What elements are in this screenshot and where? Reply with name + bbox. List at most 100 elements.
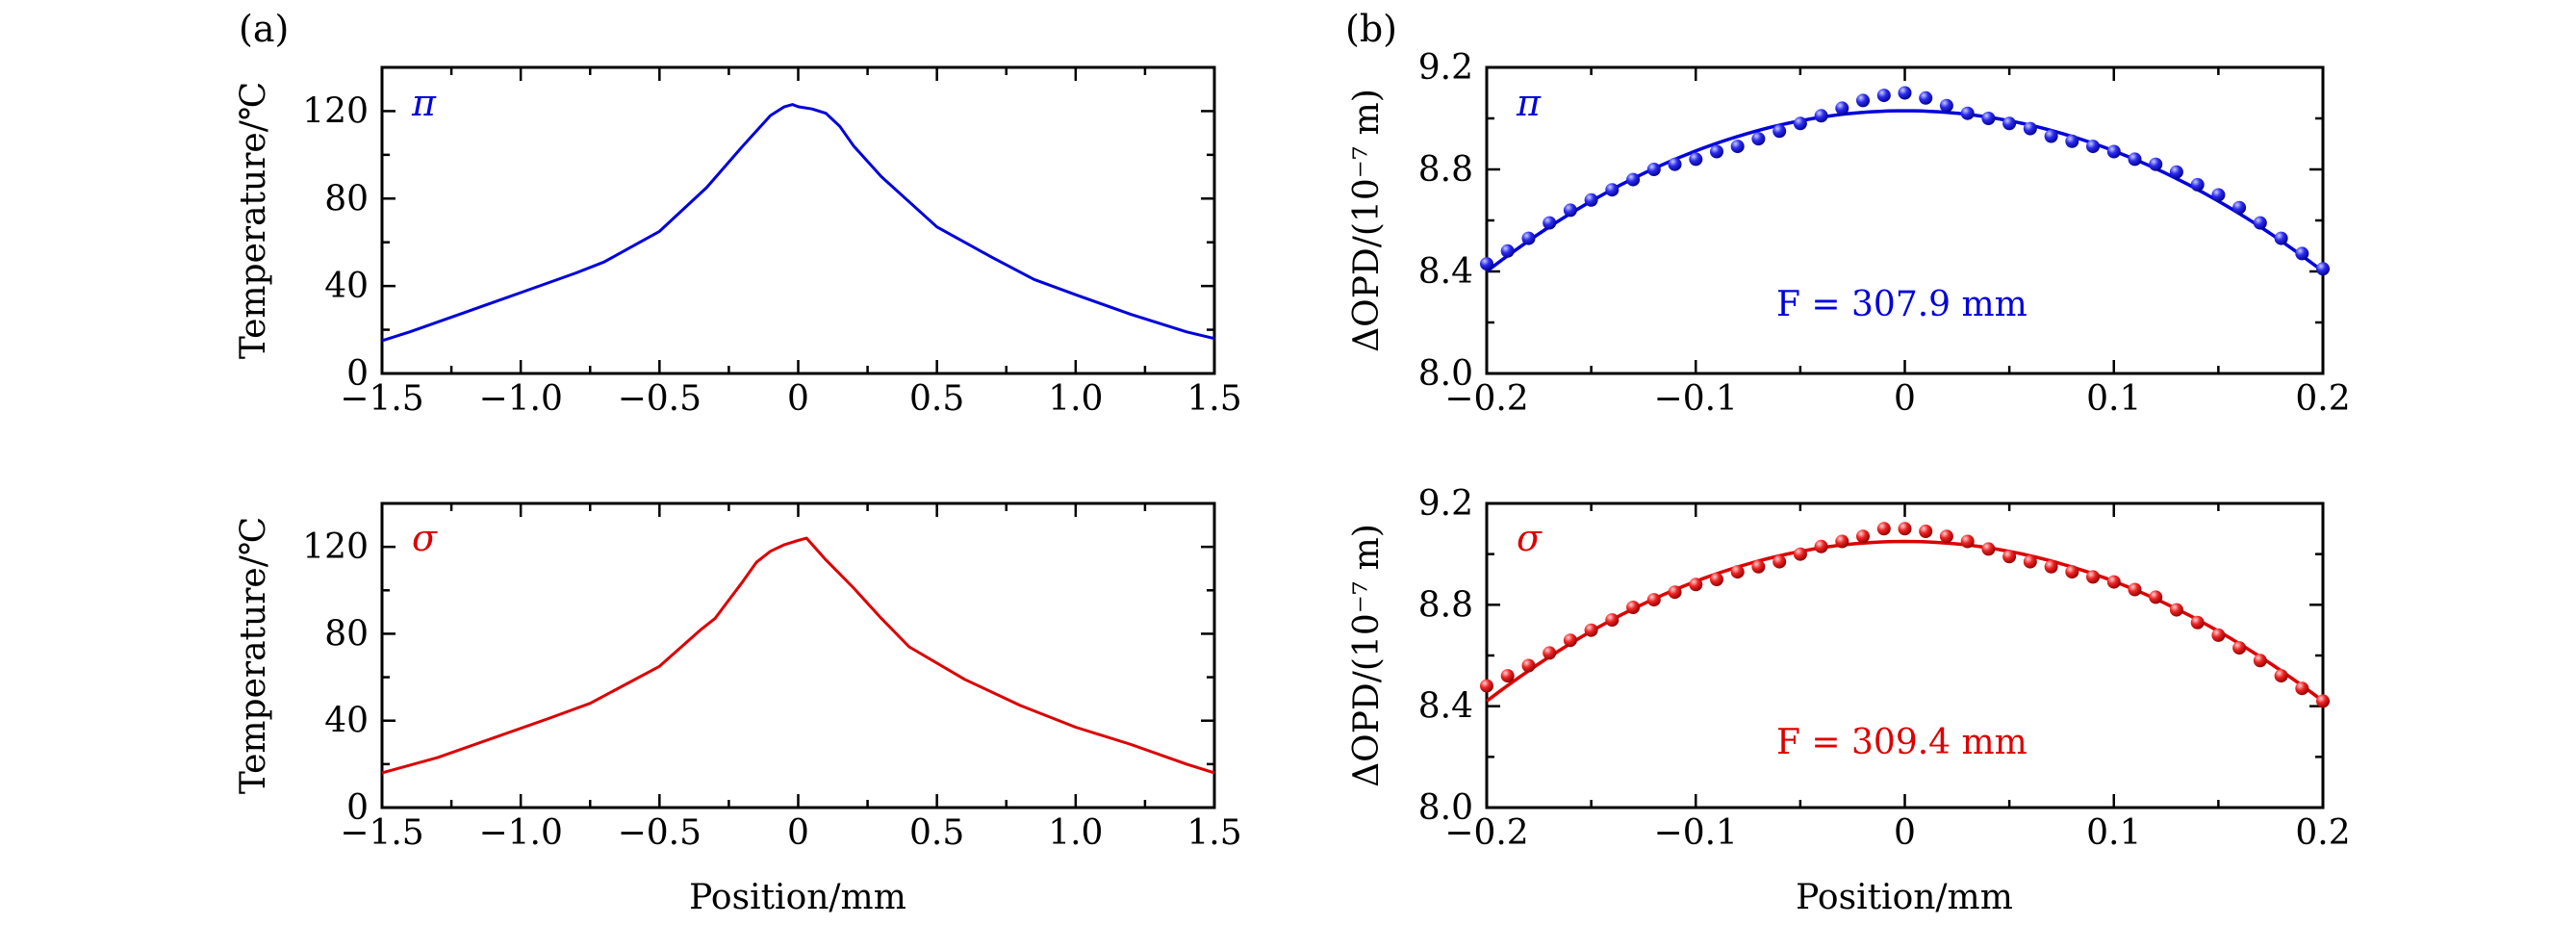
- chart-opd-pi: −0.2 −0.1 0 0.1 0.2 8.0 8.4 8.8 9.2 ΔOPD/(10⁻⁷ m…: [1347, 48, 2351, 419]
- series-line: [381, 103, 1215, 343]
- data-point: [1856, 529, 1870, 544]
- chart-opd-sigma: −0.2 −0.1 0 0.1 0.2 8.0 8.4 8.8 9.2 ΔOPD/(10⁻⁷ m…: [1347, 484, 2351, 917]
- data-point: [1751, 559, 1766, 574]
- x-tick-label: −0.2: [1444, 379, 1528, 419]
- data-point: [2211, 628, 2226, 642]
- panel-label-b: (b): [1345, 8, 1397, 50]
- x-axis-title: Position/mm: [1796, 878, 2013, 917]
- x-tick-label: −0.5: [618, 813, 701, 853]
- data-point: [1543, 646, 1557, 660]
- series-label-pi: π: [1516, 82, 1542, 124]
- x-tick-label: −0.2: [1444, 813, 1528, 853]
- data-point: [1563, 203, 1577, 218]
- data-point: [1563, 633, 1577, 648]
- series-label-sigma: σ: [1517, 517, 1543, 559]
- data-point: [2190, 177, 2205, 192]
- plot-body: [381, 103, 1215, 343]
- plot-frame: [380, 65, 1216, 375]
- data-point: [1876, 522, 1891, 536]
- data-point: [1919, 525, 1933, 538]
- data-point: [2023, 121, 2037, 136]
- data-point: [2149, 590, 2163, 604]
- series-label-pi: π: [411, 82, 437, 124]
- x-tick-label: 0: [1894, 379, 1916, 419]
- x-axis-title: Position/mm: [689, 878, 906, 917]
- x-tick-label: 0.2: [2295, 379, 2350, 419]
- x-tick-label: −0.1: [1654, 813, 1738, 853]
- data-point: [2169, 165, 2183, 179]
- data-point: [1773, 554, 1787, 569]
- x-tick-label: 0.5: [909, 813, 964, 853]
- y-tick-label: 8.8: [1418, 150, 1473, 190]
- data-point: [2065, 134, 2079, 148]
- y-tick-label: 80: [324, 614, 369, 654]
- data-point: [2232, 641, 2247, 655]
- chart-temperature-sigma: −1.5 −1.0 −0.5 0 0.5 1.0 1.5 0 40 80 120 Temperatu…: [234, 501, 1242, 917]
- y-tick-label: 8.4: [1418, 252, 1473, 292]
- y-tick-label: 9.2: [1418, 484, 1473, 524]
- x-tick-label: 0: [787, 379, 809, 419]
- data-point: [1480, 257, 1493, 271]
- y-axis-title: Temperature/℃: [234, 517, 273, 794]
- data-point: [2295, 681, 2309, 696]
- y-tick-label: 80: [324, 179, 369, 218]
- x-tick-label: −0.5: [618, 379, 701, 419]
- data-point: [1646, 163, 1661, 176]
- x-tick-label: −1.5: [340, 379, 423, 419]
- data-point: [1814, 539, 1828, 553]
- data-point: [1730, 565, 1745, 579]
- axis-tick-labels: −1.5 −1.0 −0.5 0 0.5 1.0 1.5 0 40 80 120: [302, 91, 1241, 419]
- axis-ticks: [1485, 65, 2325, 375]
- data-point: [1981, 542, 1996, 556]
- focal-length-annotation: F = 309.4 mm: [1776, 723, 2028, 762]
- data-point: [1814, 109, 1828, 123]
- data-point: [2169, 603, 2183, 617]
- axis-ticks: [380, 501, 1216, 809]
- data-point: [1835, 101, 1849, 116]
- x-tick-label: −1.0: [478, 813, 562, 853]
- y-tick-label: 8.4: [1418, 687, 1473, 727]
- data-point: [1773, 124, 1787, 139]
- x-tick-label: 1.5: [1186, 379, 1241, 419]
- data-point: [1939, 529, 1953, 544]
- y-tick-label: 0: [346, 788, 369, 828]
- data-point: [2086, 140, 2100, 154]
- data-point: [1960, 106, 1975, 120]
- data-point: [2190, 615, 2205, 630]
- data-point: [1876, 89, 1891, 103]
- data-point: [1793, 116, 1807, 131]
- chart-temperature-pi: −1.5 −1.0 −0.5 0 0.5 1.0 1.5 0 40 80 120 Temperatu…: [234, 65, 1242, 419]
- fit-curve: [1485, 539, 2325, 703]
- plot-body: [1480, 86, 2330, 276]
- y-tick-label: 120: [302, 91, 369, 131]
- data-point: [1939, 98, 1953, 113]
- data-point: [1793, 547, 1807, 561]
- y-tick-label: 9.2: [1418, 48, 1473, 88]
- plot-frame: [380, 501, 1216, 809]
- data-point: [1689, 152, 1703, 167]
- data-point: [2253, 654, 2267, 668]
- data-point: [1710, 144, 1723, 159]
- data-point: [2253, 216, 2267, 230]
- data-point: [1981, 112, 1996, 125]
- data-point: [1584, 193, 1598, 207]
- data-point: [2316, 694, 2330, 708]
- y-tick-label: 120: [302, 527, 369, 567]
- y-tick-label: 40: [324, 267, 369, 306]
- x-tick-label: 1.0: [1048, 813, 1103, 853]
- y-axis-title: ΔOPD/(10⁻⁷ m): [1347, 524, 1387, 787]
- data-point: [2149, 157, 2163, 171]
- data-point: [1898, 86, 1912, 100]
- data-point: [2086, 570, 2100, 584]
- plot-body: [381, 536, 1215, 775]
- data-point: [1856, 93, 1870, 108]
- data-point: [1480, 679, 1493, 693]
- y-tick-label: 8.0: [1418, 354, 1473, 394]
- data-point: [1500, 669, 1515, 683]
- data-point: [1543, 216, 1557, 230]
- data-point: [2211, 188, 2226, 202]
- data-point: [1898, 522, 1912, 536]
- x-tick-label: 1.5: [1186, 813, 1241, 853]
- data-point: [1668, 157, 1682, 171]
